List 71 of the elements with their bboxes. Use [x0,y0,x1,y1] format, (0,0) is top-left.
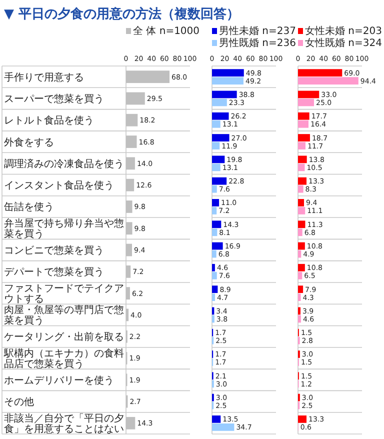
y-tick-label: コンビニで惣菜を買う [4,244,104,256]
y-tick-label: 手作りで用意する [4,71,84,84]
bar [212,164,220,172]
bar [212,423,234,431]
legend-label: 女性未婚 n=203 [305,25,382,37]
y-tick-label: その他 [4,396,34,408]
bar [212,199,220,206]
y-tick-label: ファストフードでテイクアウトする [4,284,124,306]
legend-label: 男性未婚 n=237 [219,25,296,37]
legend-label: 男性既婚 n=236 [219,37,296,49]
bar [298,199,304,206]
bar [212,294,216,301]
y-tick-label: レトルト食品を使う [4,114,94,127]
bar [298,98,314,106]
bar [212,207,217,214]
bar [298,90,320,98]
bar [298,77,358,85]
bar [212,220,222,228]
bar [212,142,220,150]
bar [298,120,308,128]
y-tick-label: 非該当／自分で「平日の夕食」を用意することはない [4,412,124,435]
bar [298,272,302,280]
bar [298,286,304,293]
bar [298,156,307,164]
bar [298,242,305,250]
bar [298,69,342,77]
y-tick-label: 弁当屋で持ち帰り弁当や惣菜を買う [4,218,124,240]
legend-label: 女性既婚 n=324 [305,37,382,49]
bar [298,415,307,423]
bar [212,250,216,258]
bar [298,142,306,150]
bar [298,134,310,142]
y-tick-label: 駅構内（エキナカ）の食料品店で惣菜を買う [3,347,124,370]
y-tick-label: ホームデリバリーを使う [4,375,114,386]
legend-label: 全 体 n=1000 [133,25,200,37]
bar [298,264,305,272]
bar [212,415,221,423]
bar [212,120,220,128]
y-tick-label: ケータリング・出前を取る [4,331,124,344]
bar [298,294,301,301]
bar [212,134,230,142]
bar [212,156,225,164]
bar [298,112,310,120]
bar [212,90,237,98]
y-tick-label: 外食をする [4,136,54,148]
bar [298,228,302,236]
bar [212,112,229,120]
bar [298,315,301,323]
y-tick-label: インスタント食品を使う [4,180,114,192]
bar [212,264,215,272]
bar [298,250,302,258]
bar [212,98,227,106]
bar [298,220,306,228]
bar [212,185,217,193]
bar [298,177,307,185]
y-tick-label: 肉屋・魚屋等の専門店で惣菜を買う [4,304,124,327]
y-tick-label: 調理済みの冷凍食品を使う [4,158,124,170]
bar [212,77,244,85]
bar [212,69,244,77]
chart-title: ▼ 平日の夕食の用意の方法（複数回答） [4,6,240,22]
bar [212,177,227,185]
bar [298,164,305,172]
bar [212,272,217,280]
y-tick-label: スーパーで惣菜を買う [4,92,104,105]
bar [298,207,306,214]
bar [212,286,218,293]
bar [212,228,218,236]
bar [212,242,223,250]
bar [298,185,304,193]
y-tick-label: 缶詰を使う [4,201,54,214]
y-tick-label: デパートで惣菜を買う [4,266,104,278]
